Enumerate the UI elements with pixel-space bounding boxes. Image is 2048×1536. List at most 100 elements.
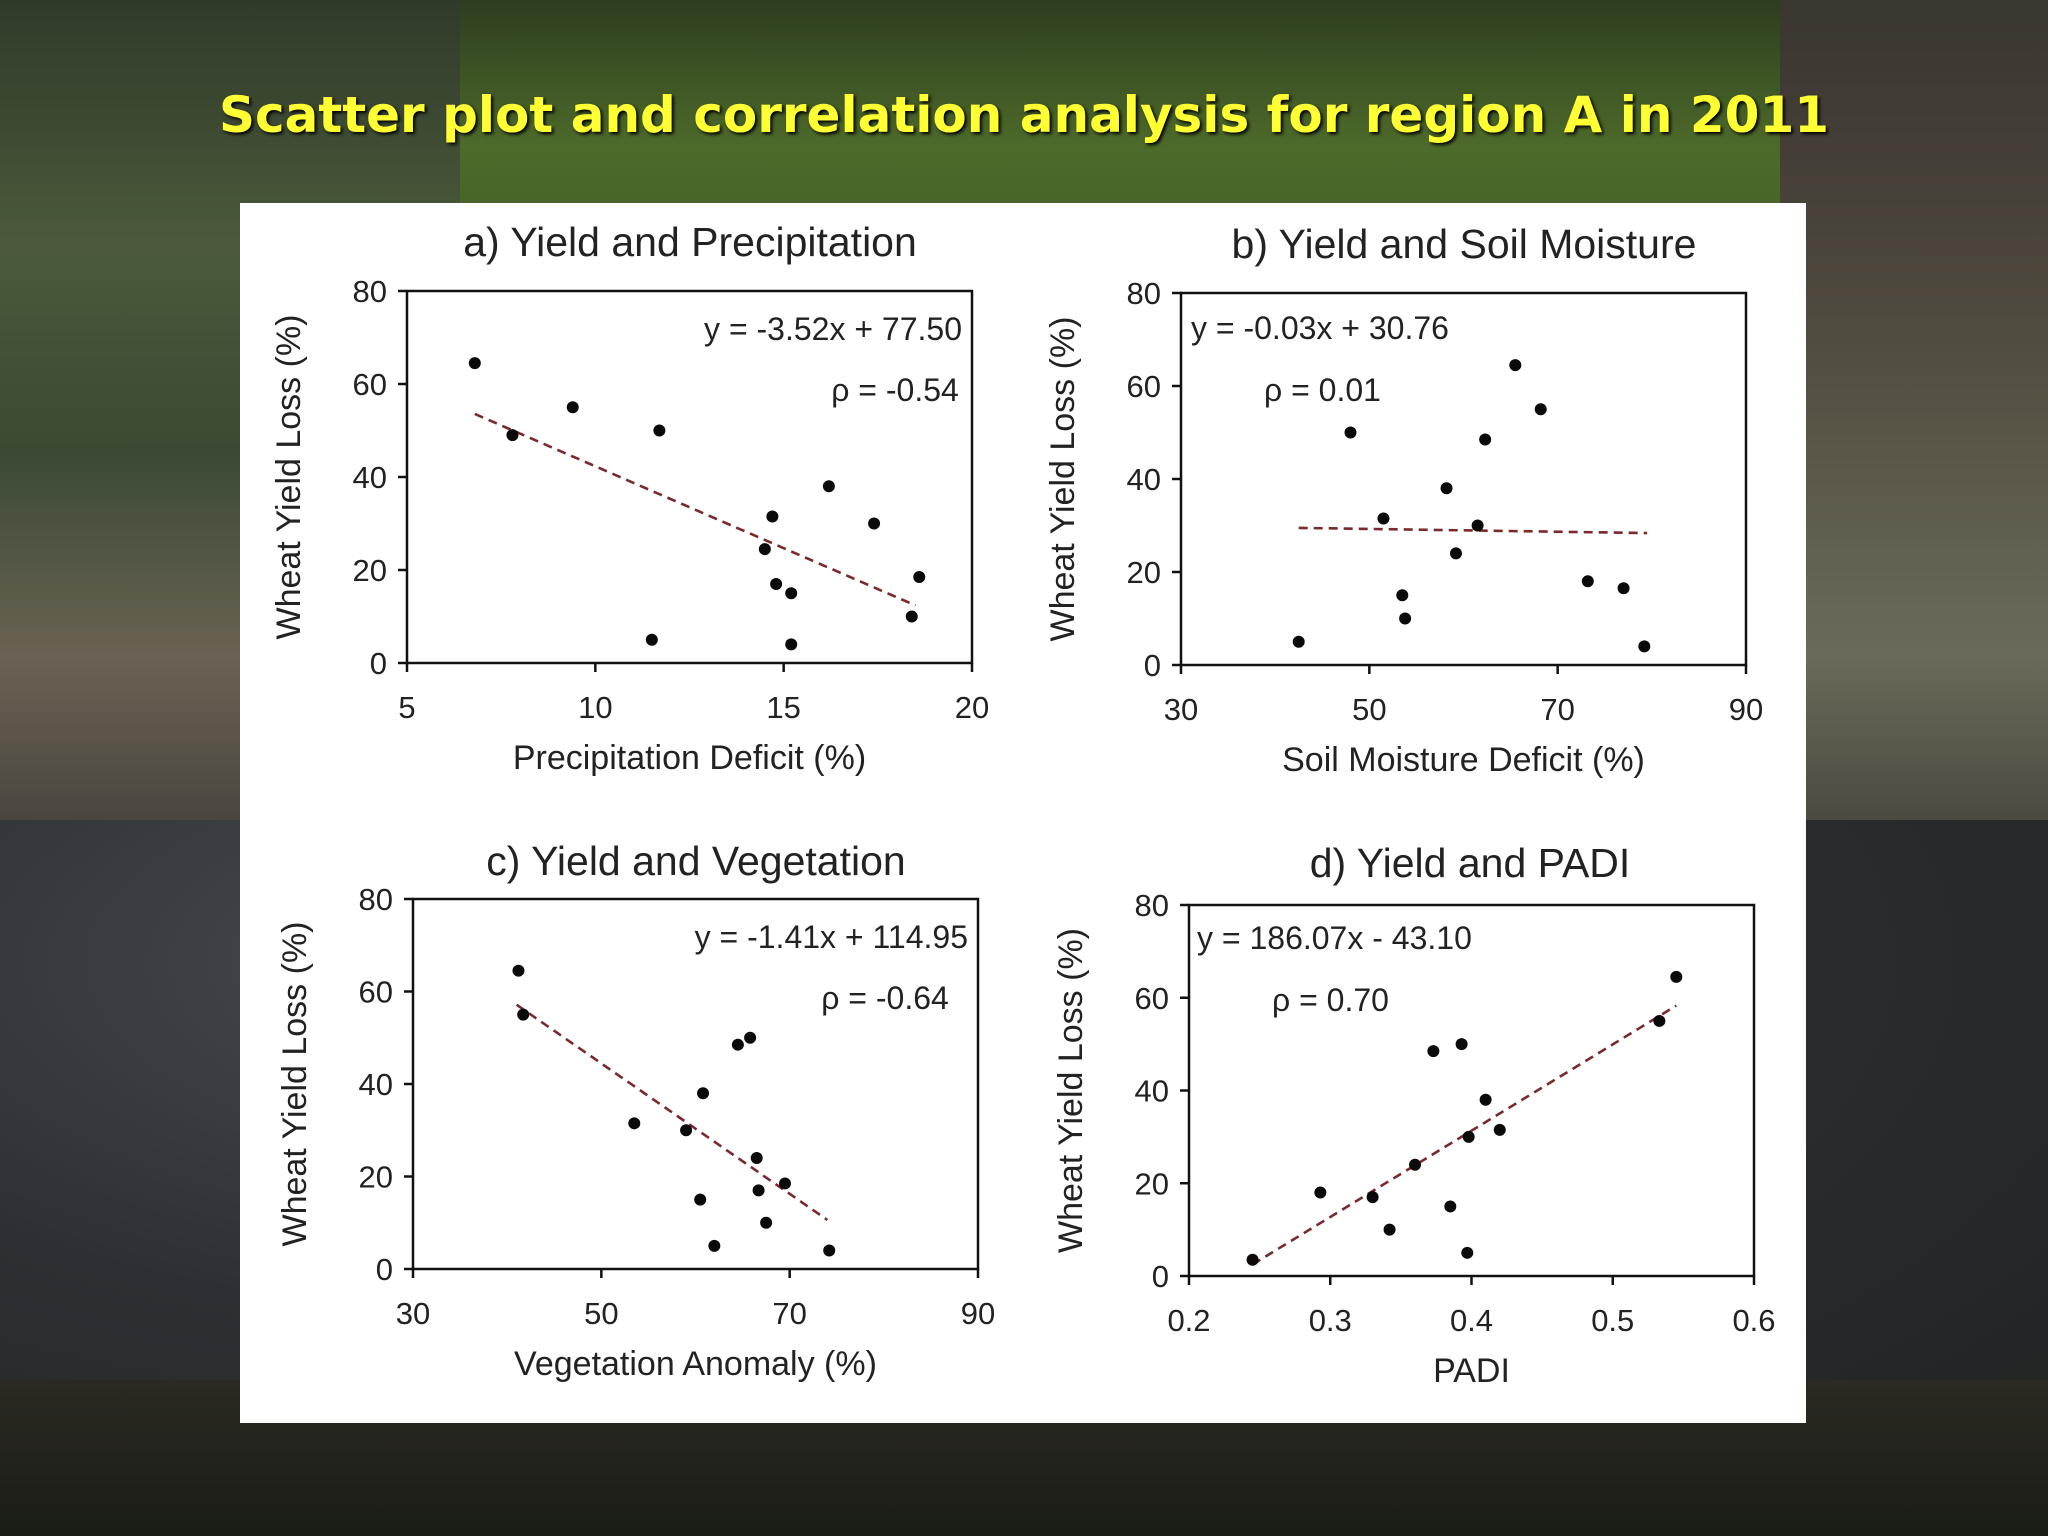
data-point [1449,547,1462,560]
data-point [628,1117,641,1130]
data-point [1366,1191,1379,1204]
data-point [868,517,881,530]
y-tick-label: 80 [1135,888,1169,923]
y-axis-label: Wheat Yield Loss (%) [1052,928,1090,1253]
regression-equation: y = 186.07x - 43.10 [1197,920,1472,956]
x-tick-label: 10 [578,690,612,725]
data-point [1396,589,1409,602]
data-point [750,1152,763,1164]
chart-4: d) Yield and PADI 0 20 40 60 80 0.2 0.3 0.4 0.5 0.… [1052,840,1776,1390]
correlation-coefficient: ρ = -0.64 [821,980,949,1016]
y-tick-label: 0 [370,646,387,681]
data-point [1479,1093,1492,1106]
data-point [1509,359,1522,372]
data-point [1461,1246,1474,1259]
correlation-coefficient: ρ = 0.70 [1272,982,1389,1018]
y-tick-label: 60 [1127,369,1161,404]
data-point [468,357,481,370]
x-tick-label: 15 [766,690,800,725]
data-point [905,610,918,623]
y-tick-label: 60 [359,975,393,1010]
x-tick-label: 0.5 [1591,1303,1634,1338]
data-point [1444,1200,1457,1213]
data-point [653,424,666,437]
x-axis-label: Vegetation Anomaly (%) [514,1345,877,1383]
x-tick-label: 50 [584,1296,618,1331]
trendline [1298,526,1648,535]
data-point [1377,512,1390,525]
regression-equation: y = -0.03x + 30.76 [1191,310,1449,346]
x-tick-label: 5 [398,690,415,725]
plot-frame [1187,903,1756,1278]
data-point [517,1008,530,1021]
y-tick-label: 20 [353,553,387,588]
y-axis-label: Wheat Yield Loss (%) [270,314,308,639]
chart-2: b) Yield and Soil Moisture 0 20 40 60 80 30 50 7… [1044,221,1763,779]
y-tick-label: 0 [1152,1259,1169,1294]
chart-3: c) Yield and Vegetation 0 20 40 60 80 30 50 70 90… [276,838,995,1383]
plot-frame [1179,291,1748,667]
y-tick-label: 60 [1135,981,1169,1016]
y-tick-label: 20 [1127,555,1161,590]
data-point [1440,482,1453,495]
x-tick-label: 90 [961,1296,995,1331]
data-point [770,577,783,590]
data-point [1314,1186,1327,1199]
data-point [1653,1014,1666,1027]
data-point [752,1184,765,1197]
data-point [1638,640,1651,653]
data-point [1383,1223,1396,1236]
data-point [744,1031,757,1044]
x-tick-label: 70 [772,1296,806,1331]
y-tick-label: 40 [359,1067,393,1102]
x-tick-label: 50 [1352,692,1386,727]
y-axis-label: Wheat Yield Loss (%) [276,921,314,1246]
data-point [731,1038,744,1051]
x-tick-label: 70 [1540,692,1574,727]
chart-1: a) Yield and Precipitation 0 20 40 60 80 5 10 15… [270,219,989,777]
data-point [1462,1130,1475,1143]
x-axis-label: Precipitation Deficit (%) [513,739,866,777]
slide-title: Scatter plot and correlation analysis fo… [218,86,1830,144]
y-tick-label: 40 [353,460,387,495]
chart-title: d) Yield and PADI [1310,840,1631,886]
chart-title: b) Yield and Soil Moisture [1232,221,1697,267]
y-tick-label: 80 [353,274,387,309]
regression-equation: y = -3.52x + 77.50 [704,311,962,347]
data-point [708,1239,721,1252]
y-tick-label: 40 [1127,462,1161,497]
y-tick-label: 20 [359,1160,393,1195]
x-tick-label: 90 [1729,692,1763,727]
y-tick-label: 60 [353,367,387,402]
trendline [515,1003,829,1221]
data-point [1292,635,1305,648]
y-tick-label: 80 [359,882,393,917]
data-point [512,964,525,977]
trendline [474,412,917,607]
data-point [1581,575,1594,588]
y-tick-label: 0 [1144,648,1161,683]
chart-panel: a) Yield and Precipitation 0 20 40 60 80 5 10 15… [240,203,1806,1423]
data-point [1670,970,1683,983]
charts-figure: a) Yield and Precipitation 0 20 40 60 80 5 10 15… [270,219,1776,1390]
data-point [1534,403,1547,416]
data-point [1399,612,1412,625]
correlation-coefficient: ρ = 0.01 [1264,372,1381,408]
x-tick-label: 30 [396,1296,430,1331]
data-point [680,1124,693,1137]
y-tick-label: 40 [1135,1074,1169,1109]
data-point [822,480,835,493]
x-tick-label: 0.3 [1309,1303,1352,1338]
x-tick-label: 20 [955,690,989,725]
data-point [1471,519,1484,532]
data-point [645,633,658,646]
data-point [1427,1045,1440,1058]
chart-title: c) Yield and Vegetation [486,838,905,884]
data-point [766,510,779,523]
chart-title: a) Yield and Precipitation [463,219,917,265]
x-tick-label: 0.4 [1450,1303,1493,1338]
correlation-coefficient: ρ = -0.54 [831,372,959,408]
y-tick-label: 20 [1135,1166,1169,1201]
data-point [758,543,771,556]
y-tick-label: 0 [376,1252,393,1287]
